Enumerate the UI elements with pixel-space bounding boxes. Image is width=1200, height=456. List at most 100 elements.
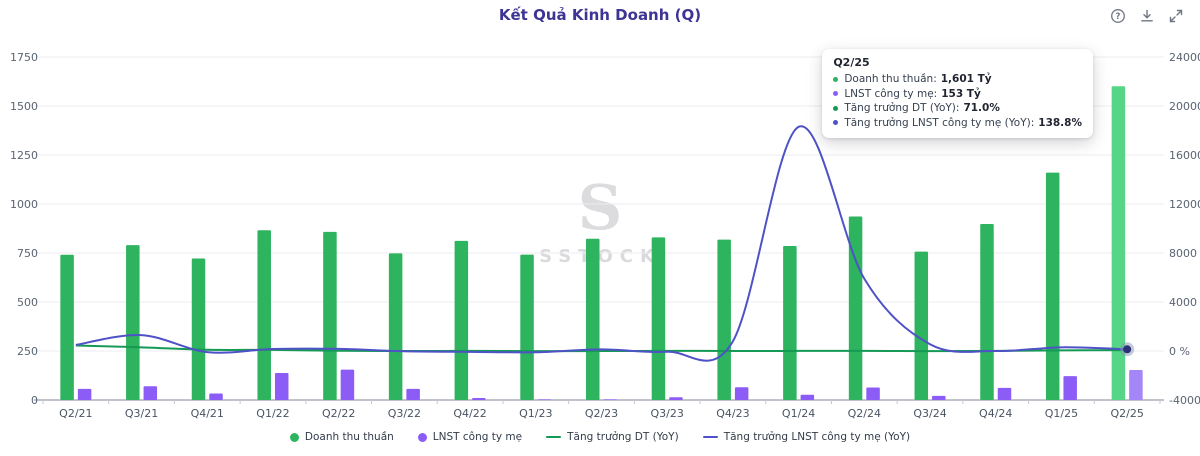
- y-axis-label-right: 16000 %: [1169, 149, 1200, 162]
- expand-icon[interactable]: [1168, 8, 1184, 24]
- tooltip-value: 138.8%: [1038, 116, 1082, 129]
- x-axis-label: Q4/24: [979, 407, 1012, 420]
- x-axis-label: Q2/25: [1110, 407, 1143, 420]
- legend-line-icon: [702, 435, 718, 439]
- x-axis-label: Q3/24: [913, 407, 946, 420]
- tooltip-label: Tăng trưởng DT (YoY):: [844, 102, 960, 114]
- bar-profit[interactable]: [274, 372, 289, 400]
- y-axis-label-left: 1250: [10, 149, 38, 162]
- bar-profit[interactable]: [340, 369, 355, 400]
- legend-item[interactable]: LNST công ty mẹ: [417, 431, 523, 443]
- y-axis-label-right: 24000 %: [1169, 51, 1200, 64]
- series-dot-icon: [833, 76, 839, 82]
- bar-revenue[interactable]: [586, 238, 600, 400]
- bar-profit[interactable]: [77, 388, 92, 400]
- bar-profit[interactable]: [866, 387, 880, 400]
- legend-item[interactable]: Doanh thu thuần: [289, 431, 394, 443]
- x-axis-label: Q4/21: [191, 407, 224, 420]
- page-title: Kết Quả Kinh Doanh (Q): [498, 6, 702, 24]
- bar-profit[interactable]: [209, 393, 223, 400]
- sstock-logo-icon: S: [577, 171, 623, 244]
- x-axis-label: Q2/23: [585, 407, 618, 420]
- legend-label: LNST công ty mẹ: [432, 431, 523, 443]
- bar-revenue[interactable]: [257, 230, 271, 400]
- bar-revenue[interactable]: [1045, 172, 1060, 400]
- legend-circle-icon: [289, 432, 299, 442]
- line-profit-growth[interactable]: [75, 125, 1128, 362]
- legend-circle-icon: [417, 432, 427, 442]
- y-axis-label-left: 500: [17, 296, 38, 309]
- x-axis-label: Q1/22: [256, 407, 289, 420]
- legend-label: Tăng trưởng DT (YoY): [567, 431, 679, 443]
- x-axis-label: Q4/22: [453, 407, 486, 420]
- bar-revenue[interactable]: [914, 251, 929, 400]
- bar-revenue[interactable]: [454, 240, 469, 400]
- bar-revenue[interactable]: [717, 239, 731, 400]
- help-icon[interactable]: ?: [1110, 8, 1126, 24]
- bar-revenue[interactable]: [848, 216, 863, 400]
- download-icon[interactable]: [1139, 8, 1155, 24]
- bar-revenue[interactable]: [388, 253, 403, 400]
- bar-revenue[interactable]: [126, 245, 140, 400]
- bar-revenue[interactable]: [651, 237, 666, 400]
- bar-profit[interactable]: [603, 399, 618, 400]
- legend-item[interactable]: Tăng trưởng LNST công ty mẹ (YoY): [702, 431, 911, 443]
- bar-revenue[interactable]: [1111, 86, 1126, 400]
- svg-text:?: ?: [1116, 12, 1121, 22]
- tooltip-row: Tăng trưởng DT (YoY): 71.0%: [833, 101, 1082, 116]
- x-axis-label: Q2/24: [848, 407, 881, 420]
- bar-profit[interactable]: [669, 397, 683, 400]
- tooltip-row: Doanh thu thuần: 1,601 Tỷ: [833, 72, 1082, 87]
- tooltip-row: LNST công ty mẹ: 153 Tỷ: [833, 87, 1082, 102]
- y-axis-label-right: 20000 %: [1169, 100, 1200, 113]
- y-axis-label-left: 1500: [10, 100, 38, 113]
- legend-line-icon: [546, 435, 562, 439]
- bar-profit[interactable]: [1063, 376, 1077, 400]
- tooltip-value: 153 Tỷ: [941, 87, 981, 100]
- bar-revenue[interactable]: [520, 254, 534, 400]
- tooltip-title: Q2/25: [833, 56, 870, 69]
- y-axis-label-right: 4000 %: [1169, 296, 1200, 309]
- y-axis-label-right: 8000 %: [1169, 247, 1200, 260]
- x-axis-label: Q3/23: [651, 407, 684, 420]
- tooltip-label: Doanh thu thuần:: [844, 73, 937, 85]
- active-point-marker: [1123, 345, 1132, 354]
- series-dot-icon: [833, 91, 839, 97]
- bar-profit[interactable]: [537, 399, 552, 400]
- bar-profit[interactable]: [143, 386, 158, 400]
- tooltip-label: LNST công ty mẹ:: [844, 87, 938, 100]
- bar-profit[interactable]: [734, 387, 749, 400]
- series-dot-icon: [833, 120, 839, 126]
- x-axis-label: Q2/22: [322, 407, 355, 420]
- y-axis-label-left: 1000: [10, 198, 38, 211]
- x-axis-label: Q3/22: [388, 407, 421, 420]
- bar-profit[interactable]: [932, 395, 946, 400]
- bar-revenue[interactable]: [323, 231, 337, 400]
- x-axis-label: Q2/21: [59, 407, 92, 420]
- toolbar: ?: [1110, 8, 1184, 24]
- bar-revenue[interactable]: [980, 223, 994, 400]
- chart-legend: Doanh thu thuần LNST công ty mẹ Tăng trưởn…: [0, 431, 1200, 443]
- bar-profit[interactable]: [800, 394, 815, 400]
- y-axis-label-left: 750: [17, 247, 38, 260]
- legend-item[interactable]: Tăng trưởng DT (YoY): [546, 431, 679, 443]
- tooltip-value: 1,601 Tỷ: [940, 73, 992, 85]
- legend-label: Tăng trưởng LNST công ty mẹ (YoY): [723, 431, 911, 443]
- bar-profit[interactable]: [406, 388, 420, 400]
- y-axis-label-left: 0: [31, 394, 38, 407]
- bar-revenue[interactable]: [783, 245, 797, 400]
- bar-revenue[interactable]: [191, 258, 206, 400]
- bar-revenue[interactable]: [60, 254, 74, 400]
- y-axis-label-right: 12000 %: [1169, 198, 1200, 211]
- y-axis-label-right: -4000 %: [1169, 394, 1200, 407]
- bar-profit[interactable]: [472, 398, 486, 400]
- tooltip-value: 71.0%: [963, 102, 1000, 114]
- x-axis-label: Q1/24: [782, 407, 815, 420]
- x-axis-label: Q4/23: [716, 407, 749, 420]
- bar-profit[interactable]: [997, 387, 1012, 400]
- y-axis-label-left: 1750: [10, 51, 38, 64]
- tooltip-label: Tăng trưởng LNST công ty mẹ (YoY):: [844, 116, 1035, 129]
- chart-tooltip: Q2/25 Doanh thu thuần: 1,601 Tỷ LNST công …: [822, 49, 1093, 138]
- bar-profit[interactable]: [1129, 370, 1143, 400]
